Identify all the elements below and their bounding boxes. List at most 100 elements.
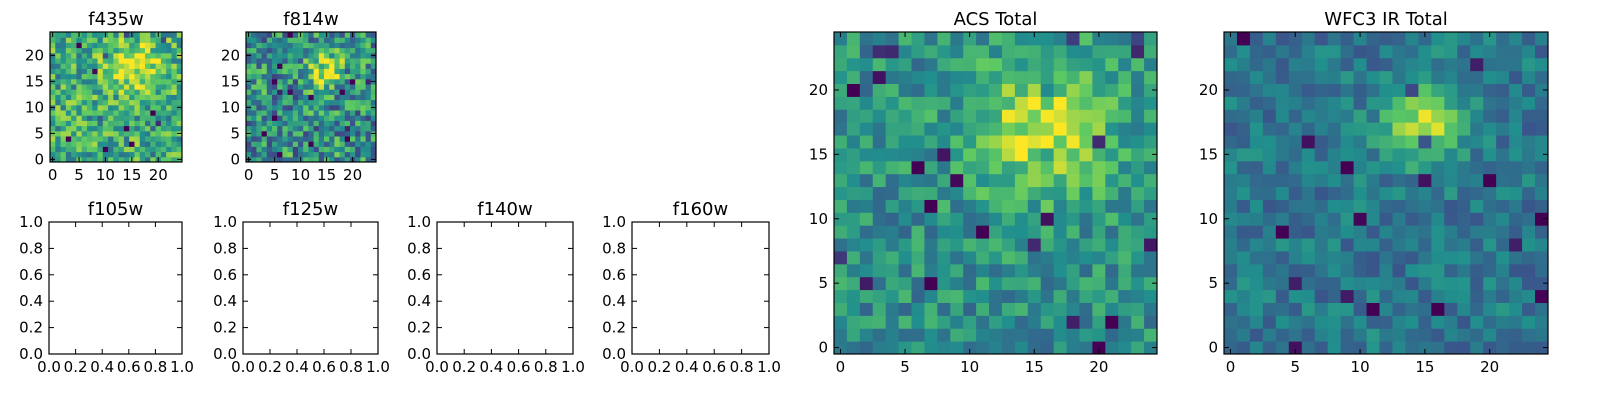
heatmap-cell <box>329 42 335 49</box>
heatmap-cell <box>1079 328 1093 342</box>
heatmap-cell <box>355 89 361 95</box>
heatmap-cell <box>287 110 294 116</box>
heatmap-cell <box>1314 135 1329 149</box>
heatmap-cell <box>287 115 294 121</box>
heatmap-cell <box>145 136 151 142</box>
x-tick-label: 0.4 <box>675 358 699 376</box>
heatmap-cell <box>989 44 1003 59</box>
heatmap-cell <box>329 156 335 163</box>
heatmap-cell <box>1249 57 1264 72</box>
heatmap-cell <box>1483 122 1497 136</box>
heatmap-cell <box>313 78 320 85</box>
heatmap-cell <box>50 141 56 147</box>
heatmap-cell <box>65 151 72 158</box>
heatmap-cell <box>898 276 913 291</box>
heatmap-cell <box>1092 70 1106 85</box>
heatmap-cell <box>1431 173 1445 188</box>
heatmap-cell <box>1457 32 1471 46</box>
heatmap-cell <box>71 32 77 38</box>
heatmap-cell <box>898 186 913 200</box>
heatmap-cell <box>1040 263 1055 278</box>
heatmap-cell <box>846 160 861 175</box>
heatmap-cell <box>1224 289 1238 303</box>
heatmap-cell <box>360 58 367 64</box>
heatmap-cell <box>1288 199 1303 213</box>
heatmap-cell <box>329 58 335 64</box>
heatmap-cell <box>1092 109 1106 123</box>
heatmap-cell <box>1053 135 1068 149</box>
heatmap-cell <box>1027 135 1042 149</box>
heatmap-cell <box>350 136 356 142</box>
heatmap-cell <box>1340 57 1355 72</box>
heatmap-cell <box>145 37 151 43</box>
heatmap-cell <box>92 99 99 106</box>
heatmap-cell <box>365 89 372 95</box>
heatmap-cell <box>60 136 67 142</box>
heatmap-cell <box>1249 70 1264 85</box>
heatmap-cell <box>1040 122 1055 136</box>
heatmap-cell <box>139 104 146 111</box>
heatmap-cell <box>1444 238 1458 252</box>
heatmap-cell <box>1288 212 1303 226</box>
y-tick-label: 0.4 <box>19 292 43 310</box>
heatmap-cell <box>1483 57 1497 72</box>
heatmap-cell <box>251 73 257 80</box>
heatmap-cell <box>1262 122 1277 136</box>
heatmap-cell <box>1327 70 1342 85</box>
heatmap-cell <box>989 147 1003 162</box>
heatmap-cell <box>1327 147 1342 162</box>
heatmap-cell <box>963 173 977 188</box>
heatmap-cell <box>339 52 346 59</box>
heatmap-cell <box>329 115 335 121</box>
heatmap-cell <box>71 125 77 132</box>
heatmap-cell <box>859 173 874 188</box>
heatmap-cell <box>1353 147 1368 162</box>
heatmap-cell <box>272 151 278 158</box>
heatmap-cell <box>123 110 130 116</box>
heatmap-cell <box>898 44 913 59</box>
heatmap-cell <box>885 289 900 303</box>
heatmap-cell <box>318 130 325 137</box>
heatmap-cell <box>1144 96 1158 110</box>
heatmap-cell <box>272 141 278 147</box>
heatmap-cell <box>145 130 151 137</box>
heatmap-cell <box>261 130 268 137</box>
heatmap-cell <box>1144 263 1158 278</box>
heatmap-cell <box>1027 96 1042 110</box>
heatmap-cell <box>97 94 104 101</box>
heatmap-cell <box>145 63 151 69</box>
heatmap-cell <box>160 47 167 54</box>
heatmap-cell <box>1027 341 1042 355</box>
heatmap-cell <box>256 115 263 121</box>
heatmap-cell <box>256 32 263 38</box>
heatmap-cell <box>86 146 93 153</box>
y-tick-label: 0.6 <box>602 266 626 284</box>
heatmap-cell <box>1014 328 1029 342</box>
heatmap-cell <box>102 125 109 132</box>
heatmap-cell <box>1224 186 1238 200</box>
heatmap-cell <box>1066 212 1080 226</box>
heatmap-cell <box>1224 32 1238 46</box>
heatmap-cell <box>1470 328 1484 342</box>
axes-frame <box>49 31 183 163</box>
heatmap-cell <box>1470 199 1484 213</box>
heatmap-cell <box>859 83 874 97</box>
heatmap-cell <box>1535 57 1549 72</box>
heatmap-cell <box>1066 44 1080 59</box>
heatmap-cell <box>1522 44 1536 59</box>
heatmap-cell <box>1457 57 1471 72</box>
heatmap-cell <box>1314 173 1329 188</box>
heatmap-cell <box>102 146 109 153</box>
axes-frame <box>48 221 183 355</box>
heatmap-cell <box>1118 96 1132 110</box>
heatmap-cell <box>1483 135 1497 149</box>
heatmap-cell <box>102 78 109 85</box>
heatmap-cell <box>129 136 135 142</box>
heatmap-cell <box>1014 70 1029 85</box>
heatmap-cell <box>924 135 938 149</box>
heatmap-cell <box>150 136 157 142</box>
heatmap-cell <box>1405 70 1419 85</box>
heatmap-cell <box>1327 186 1342 200</box>
heatmap-cell <box>155 94 162 101</box>
heatmap-cell <box>859 109 874 123</box>
